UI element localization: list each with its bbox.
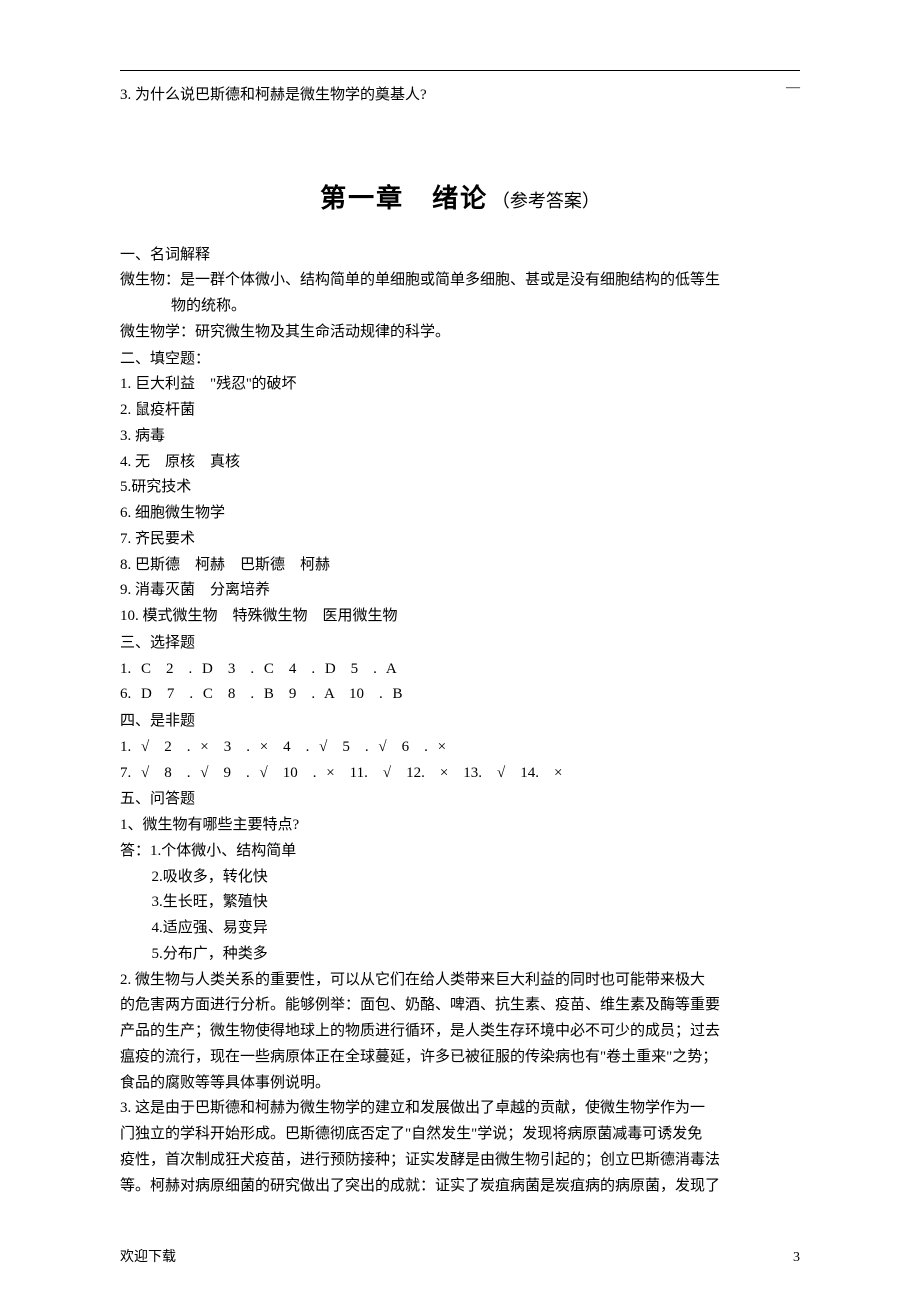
qa1-answer-2: 3.生长旺，繁殖快 (120, 890, 800, 915)
fill-4: 4. 无 原核 真核 (120, 450, 800, 475)
footer: 欢迎下载 3 (120, 1246, 800, 1269)
qa1-answer-1: 2.吸收多，转化快 (120, 865, 800, 890)
qa3-line-a: 3. 这是由于巴斯德和柯赫为微生物学的建立和发展做出了卓越的贡献，使微生物学作为… (120, 1096, 800, 1121)
chapter-title: 第一章 绪论 （参考答案） (120, 178, 800, 221)
page-number: 3 (793, 1246, 800, 1269)
definition-2: 微生物学：研究微生物及其生命活动规律的科学。 (120, 320, 800, 345)
fill-10: 10. 模式微生物 特殊微生物 医用微生物 (120, 604, 800, 629)
qa2-line-c: 产品的生产；微生物使得地球上的物质进行循环，是人类生存环境中必不可少的成员；过去 (120, 1019, 800, 1044)
section-5-title: 五、问答题 (120, 787, 800, 812)
definition-1-line-a: 微生物：是一群个体微小、结构简单的单细胞或简单多细胞、甚或是没有细胞结构的低等生 (120, 268, 800, 293)
qa1-question: 1、微生物有哪些主要特点? (120, 813, 800, 838)
section-4-title: 四、是非题 (120, 709, 800, 734)
question-3: 3. 为什么说巴斯德和柯赫是微生物学的奠基人? (120, 83, 800, 108)
chapter-main: 第一章 绪论 (320, 184, 488, 213)
header-dash: — (786, 76, 800, 99)
fill-9: 9. 消毒灭菌 分离培养 (120, 578, 800, 603)
fill-6: 6. 细胞微生物学 (120, 501, 800, 526)
qa3-line-c: 疫性，首次制成狂犬疫苗，进行预防接种；证实发酵是由微生物引起的；创立巴斯德消毒法 (120, 1148, 800, 1173)
qa2-line-b: 的危害两方面进行分析。能够例举：面包、奶酪、啤酒、抗生素、疫苗、维生素及酶等重要 (120, 993, 800, 1018)
choice-line-2: 6. D 7 . C 8 . B 9 . A 10 . B (120, 682, 800, 707)
fill-5: 5.研究技术 (120, 475, 800, 500)
fill-7: 7. 齐民要术 (120, 527, 800, 552)
qa3-line-d: 等。柯赫对病原细菌的研究做出了突出的成就：证实了炭疽病菌是炭疽病的病原菌，发现了 (120, 1174, 800, 1199)
qa1-answer-0: 答：1.个体微小、结构简单 (120, 839, 800, 864)
qa2-line-e: 食品的腐败等等具体事例说明。 (120, 1071, 800, 1096)
definition-1-line-b: 物的统称。 (120, 294, 800, 319)
qa1-answer-4: 5.分布广，种类多 (120, 942, 800, 967)
fill-1: 1. 巨大利益 "残忍''的破坏 (120, 372, 800, 397)
section-1-title: 一、名词解释 (120, 243, 800, 268)
qa2-line-a: 2. 微生物与人类关系的重要性，可以从它们在给人类带来巨大利益的同时也可能带来极… (120, 968, 800, 993)
qa2-line-d: 瘟疫的流行，现在一些病原体正在全球蔓延，许多已被征服的传染病也有"卷土重来"之势… (120, 1045, 800, 1070)
section-3-title: 三、选择题 (120, 631, 800, 656)
fill-2: 2. 鼠疫杆菌 (120, 398, 800, 423)
qa3-line-b: 门独立的学科开始形成。巴斯德彻底否定了"自然发生"学说；发现将病原菌减毒可诱发免 (120, 1122, 800, 1147)
qa1-answer-3: 4.适应强、易变异 (120, 916, 800, 941)
fill-8: 8. 巴斯德 柯赫 巴斯德 柯赫 (120, 553, 800, 578)
chapter-sub: （参考答案） (492, 191, 600, 211)
tf-line-1: 1. √ 2 . × 3 . × 4 . √ 5 . √ 6 . × (120, 735, 800, 760)
header-rule: — (120, 70, 800, 71)
section-2-title: 二、填空题： (120, 347, 800, 372)
choice-line-1: 1. C 2 . D 3 . C 4 . D 5 . A (120, 657, 800, 682)
footer-left: 欢迎下载 (120, 1246, 176, 1269)
fill-3: 3. 病毒 (120, 424, 800, 449)
tf-line-2: 7. √ 8 . √ 9 . √ 10 . × 11. √ 12. × 13. … (120, 761, 800, 786)
